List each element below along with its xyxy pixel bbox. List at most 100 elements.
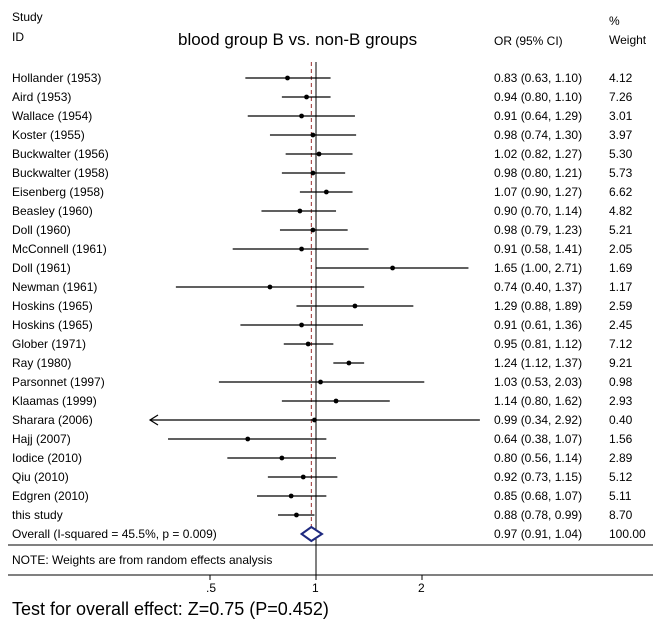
ci-text: 0.95 (0.81, 1.12) (494, 337, 583, 351)
weight-text: 5.30 (609, 147, 633, 161)
study-label: Iodice (2010) (12, 451, 83, 465)
point-estimate (310, 227, 316, 233)
ci-text: 1.24 (1.12, 1.37) (494, 356, 583, 370)
study-header: Study (12, 10, 43, 24)
study-label: this study (12, 508, 63, 522)
study-label: Klaamas (1999) (12, 394, 97, 408)
study-label: Newman (1961) (12, 280, 98, 294)
ci-text: 1.14 (0.80, 1.62) (494, 394, 583, 408)
ci-text: 0.91 (0.64, 1.29) (494, 109, 583, 123)
point-estimate (288, 493, 294, 499)
study-label: Glober (1971) (12, 337, 87, 351)
overall-weight-text: 100.00 (609, 527, 646, 541)
point-estimate (390, 265, 395, 271)
study-label: Koster (1955) (12, 128, 85, 142)
study-label: Doll (1960) (12, 223, 71, 237)
point-estimate (267, 284, 273, 290)
ci-text: 0.94 (0.80, 1.10) (494, 90, 583, 104)
point-estimate (245, 436, 251, 442)
x-tick-label: 2 (418, 581, 425, 595)
study-label: Hoskins (1965) (12, 318, 93, 332)
point-estimate (346, 360, 352, 366)
overall-ci-text: 0.97 (0.91, 1.04) (494, 527, 583, 541)
chart-title: blood group B vs. non-B groups (178, 30, 418, 49)
weight-text: 5.21 (609, 223, 633, 237)
ci-text: 0.91 (0.61, 1.36) (494, 318, 583, 332)
point-estimate (294, 512, 299, 518)
x-tick-label: 1 (312, 581, 319, 595)
point-estimate (305, 341, 311, 347)
ci-text: 0.98 (0.79, 1.23) (494, 223, 583, 237)
ci-text: 0.80 (0.56, 1.14) (494, 451, 583, 465)
point-estimate (297, 208, 303, 214)
study-label: Beasley (1960) (12, 204, 93, 218)
point-estimate (312, 417, 317, 423)
ci-text: 0.83 (0.63, 1.10) (494, 71, 583, 85)
study-label: Sharara (2006) (12, 413, 93, 427)
ci-text: 0.99 (0.34, 2.92) (494, 413, 583, 427)
x-tick-label: .5 (206, 581, 217, 595)
ci-text: 0.91 (0.58, 1.41) (494, 242, 583, 256)
weight-text: 7.12 (609, 337, 633, 351)
point-estimate (304, 94, 309, 100)
weight-text: 0.40 (609, 413, 633, 427)
study-label: Wallace (1954) (12, 109, 93, 123)
ci-text: 1.02 (0.82, 1.27) (494, 147, 583, 161)
weight-text: 1.17 (609, 280, 633, 294)
weight-text: 2.89 (609, 451, 633, 465)
weight-text: 2.59 (609, 299, 633, 313)
point-estimate (310, 170, 316, 176)
overall-diamond (299, 525, 324, 543)
or-ci-header: OR (95% CI) (494, 34, 563, 48)
study-label: Doll (1961) (12, 261, 71, 275)
weight-text: 6.62 (609, 185, 633, 199)
study-label: Aird (1953) (12, 90, 72, 104)
ci-text: 1.65 (1.00, 2.71) (494, 261, 583, 275)
ci-text: 0.98 (0.80, 1.21) (494, 166, 583, 180)
point-estimate (299, 113, 304, 119)
ci-text: 1.07 (0.90, 1.27) (494, 185, 583, 199)
weight-text: 4.12 (609, 71, 633, 85)
weight-text: 5.12 (609, 470, 633, 484)
ci-text: 0.98 (0.74, 1.30) (494, 128, 583, 142)
weight-text: 5.11 (609, 489, 632, 503)
point-estimate (299, 322, 304, 328)
weight-text: 0.98 (609, 375, 633, 389)
weight-text: 5.73 (609, 166, 633, 180)
study-label: McConnell (1961) (12, 242, 107, 256)
weight-text: 4.82 (609, 204, 633, 218)
overall-effect-test: Test for overall effect: Z=0.75 (P=0.452… (12, 599, 329, 619)
point-estimate (323, 189, 329, 195)
point-estimate (285, 75, 290, 81)
ci-text: 0.74 (0.40, 1.37) (494, 280, 583, 294)
weight-text: 1.56 (609, 432, 633, 446)
ci-text: 0.64 (0.38, 1.07) (494, 432, 583, 446)
overall-label: Overall (I-squared = 45.5%, p = 0.009) (12, 527, 217, 541)
weight-text: 2.93 (609, 394, 633, 408)
weight-text: 3.97 (609, 128, 633, 142)
point-estimate (310, 132, 316, 138)
study-label: Hoskins (1965) (12, 299, 93, 313)
study-label: Hollander (1953) (12, 71, 102, 85)
study-label: Parsonnet (1997) (12, 375, 105, 389)
percent-header: % (609, 14, 620, 28)
weight-text: 2.45 (609, 318, 633, 332)
ci-text: 1.03 (0.53, 2.03) (494, 375, 583, 389)
weight-header: Weight (609, 33, 647, 47)
weight-text: 1.69 (609, 261, 633, 275)
id-header: ID (12, 30, 24, 44)
ci-text: 0.85 (0.68, 1.07) (494, 489, 583, 503)
ci-text: 0.92 (0.73, 1.15) (494, 470, 583, 484)
weights-note: NOTE: Weights are from random effects an… (12, 553, 273, 567)
point-estimate (300, 474, 306, 480)
weight-text: 8.70 (609, 508, 633, 522)
study-label: Ray (1980) (12, 356, 72, 370)
point-estimate (333, 398, 339, 404)
ci-text: 0.90 (0.70, 1.14) (494, 204, 583, 218)
weight-text: 9.21 (609, 356, 633, 370)
weight-text: 2.05 (609, 242, 633, 256)
weight-text: 7.26 (609, 90, 633, 104)
study-label: Eisenberg (1958) (12, 185, 105, 199)
point-estimate (299, 246, 304, 252)
